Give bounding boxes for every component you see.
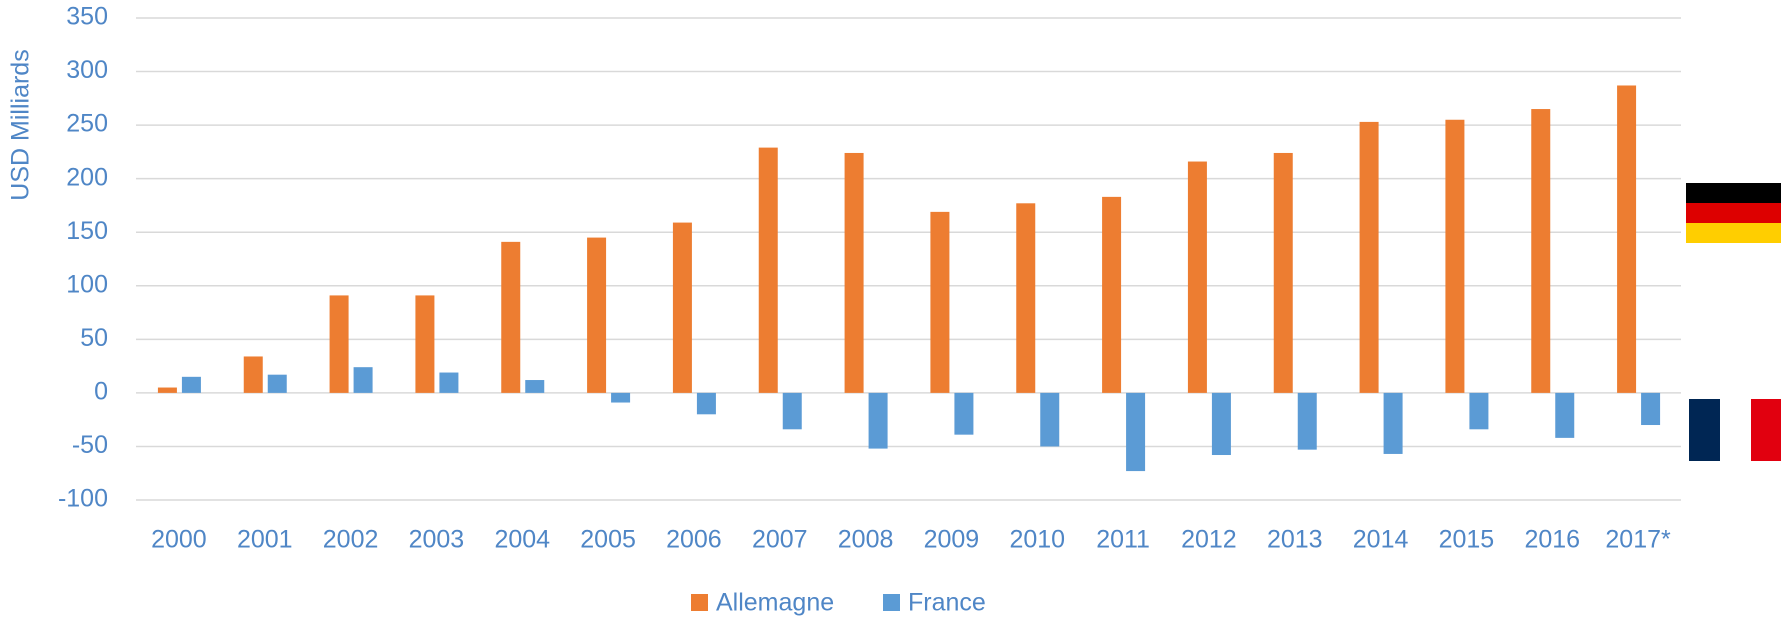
- bar: [181, 376, 201, 393]
- bar: [329, 295, 349, 393]
- legend-label: France: [908, 589, 986, 617]
- bar: [353, 367, 373, 393]
- y-tick-label: -100: [58, 485, 108, 513]
- bar: [587, 237, 607, 393]
- bar: [1445, 119, 1465, 393]
- x-tick-label: 2005: [580, 526, 636, 554]
- x-tick-label: 2012: [1181, 526, 1237, 554]
- bar: [930, 211, 950, 393]
- bar: [1211, 392, 1231, 456]
- bar: [1016, 203, 1036, 393]
- legend-label: Allemagne: [716, 589, 834, 617]
- y-axis-label: USD Milliards: [7, 49, 35, 200]
- bar: [1383, 392, 1403, 454]
- x-tick-label: 2009: [924, 526, 980, 554]
- bar: [1641, 392, 1661, 426]
- bar: [157, 387, 177, 393]
- x-tick-label: 2003: [409, 526, 465, 554]
- bar: [267, 374, 287, 393]
- y-tick-label: 0: [94, 377, 108, 405]
- bar: [439, 372, 459, 393]
- y-tick-label: 200: [66, 163, 108, 191]
- x-tick-label: 2014: [1353, 526, 1409, 554]
- bar: [1469, 392, 1489, 430]
- x-tick-label: 2006: [666, 526, 722, 554]
- x-tick-label: 2000: [151, 526, 207, 554]
- bar: [1040, 392, 1060, 447]
- bar: [1297, 392, 1317, 450]
- bar: [782, 392, 802, 430]
- bar: [415, 295, 435, 393]
- x-tick-label: 2002: [323, 526, 379, 554]
- bar: [844, 152, 864, 393]
- legend-swatch: [691, 594, 708, 611]
- bar: [525, 380, 545, 393]
- flag-germany: [1686, 183, 1781, 243]
- bar: [1102, 196, 1122, 393]
- x-tick-label: 2015: [1439, 526, 1495, 554]
- bar: [672, 222, 692, 393]
- y-tick-label: 300: [66, 56, 108, 84]
- x-tick-label: 2001: [237, 526, 293, 554]
- bar: [1126, 392, 1146, 472]
- bar: [954, 392, 974, 435]
- legend-swatch: [883, 594, 900, 611]
- x-tick-label: 2017*: [1605, 526, 1671, 554]
- bar: [611, 392, 631, 403]
- bar: [1617, 85, 1637, 393]
- bar: [1531, 109, 1551, 393]
- bar: [1359, 121, 1379, 393]
- bar: [868, 392, 888, 449]
- x-tick-label: 2010: [1009, 526, 1065, 554]
- x-tick-label: 2007: [752, 526, 808, 554]
- flag-france: [1689, 399, 1781, 461]
- y-tick-label: 250: [66, 110, 108, 138]
- bar: [501, 241, 521, 393]
- bar: [758, 147, 778, 393]
- bar: [243, 356, 263, 393]
- y-tick-label: 100: [66, 270, 108, 298]
- bar: [696, 392, 716, 415]
- bar: [1555, 392, 1575, 438]
- y-tick-label: 350: [66, 3, 108, 31]
- x-tick-label: 2011: [1096, 526, 1150, 554]
- y-tick-label: 50: [80, 324, 108, 352]
- x-tick-label: 2004: [494, 526, 550, 554]
- x-tick-label: 2013: [1267, 526, 1323, 554]
- x-tick-label: 2008: [838, 526, 894, 554]
- y-tick-label: 150: [66, 217, 108, 245]
- bar: [1187, 161, 1207, 393]
- bar: [1273, 152, 1293, 393]
- x-tick-label: 2016: [1524, 526, 1580, 554]
- y-tick-label: -50: [72, 431, 108, 459]
